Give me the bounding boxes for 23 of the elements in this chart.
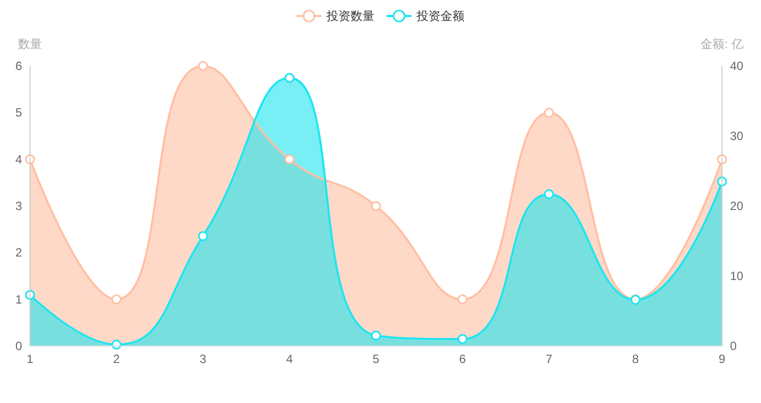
ytick: 1: [15, 292, 22, 306]
xtick: 3: [200, 352, 206, 366]
xtick: 7: [546, 352, 552, 366]
xtick: 6: [459, 352, 466, 366]
ytick: 3: [15, 199, 22, 213]
ytick: 6: [15, 59, 22, 73]
xtick: 8: [632, 352, 639, 366]
y2tick: 0: [730, 339, 737, 353]
ytick: 5: [15, 106, 22, 120]
y2tick: 10: [730, 269, 744, 283]
ylabel: 数量: [18, 37, 42, 51]
xtick: 4: [286, 352, 293, 366]
y2tick: 30: [730, 129, 744, 143]
xtick: 9: [718, 352, 726, 366]
y2label: 金额: 亿: [700, 37, 744, 51]
xtick: 2: [113, 352, 120, 366]
y2tick: 40: [730, 59, 744, 73]
ytick: 0: [15, 339, 22, 353]
xtick: 1: [26, 352, 34, 366]
ytick: 2: [15, 246, 22, 260]
xtick: 5: [372, 352, 380, 366]
y2tick: 20: [730, 199, 744, 213]
ytick: 4: [15, 152, 22, 166]
